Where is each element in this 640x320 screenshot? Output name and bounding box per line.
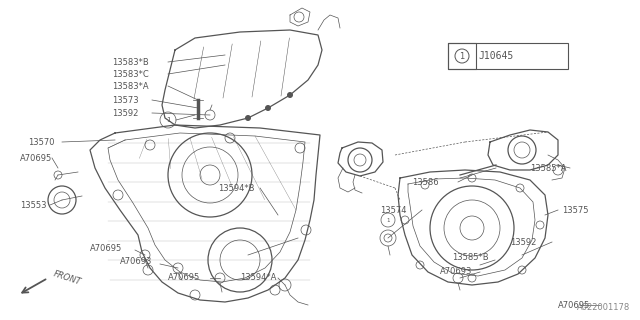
Circle shape	[287, 92, 293, 98]
Text: 13573: 13573	[112, 95, 139, 105]
Text: 1: 1	[387, 218, 390, 222]
Text: A70695: A70695	[20, 154, 52, 163]
Text: 13574: 13574	[380, 205, 406, 214]
Text: A70695: A70695	[558, 300, 590, 309]
Text: 1: 1	[166, 117, 170, 123]
Text: 13592: 13592	[510, 237, 536, 246]
Text: A70693: A70693	[120, 258, 152, 267]
Text: 13586: 13586	[412, 178, 438, 187]
Text: A022001178: A022001178	[577, 303, 630, 312]
Text: FRONT: FRONT	[52, 269, 82, 287]
Text: 13570: 13570	[28, 138, 54, 147]
Text: 13585*A: 13585*A	[530, 164, 566, 172]
Text: 13592: 13592	[112, 108, 138, 117]
Text: 13583*A: 13583*A	[112, 82, 148, 91]
Text: 13594*A: 13594*A	[240, 274, 276, 283]
Text: A70695: A70695	[168, 274, 200, 283]
Text: 13594*B: 13594*B	[218, 183, 255, 193]
Text: 1: 1	[460, 52, 465, 60]
Text: 13583*B: 13583*B	[112, 58, 148, 67]
Circle shape	[245, 115, 251, 121]
Circle shape	[265, 105, 271, 111]
Text: 13575: 13575	[562, 205, 589, 214]
Text: J10645: J10645	[478, 51, 513, 61]
Text: 13585*B: 13585*B	[452, 253, 488, 262]
Bar	[448, 43, 568, 69]
Text: A70695: A70695	[90, 244, 122, 252]
Text: A70693: A70693	[440, 268, 472, 276]
Text: 13553: 13553	[20, 201, 47, 210]
Text: 13583*C: 13583*C	[112, 69, 148, 78]
Bar	[448, 43, 476, 69]
